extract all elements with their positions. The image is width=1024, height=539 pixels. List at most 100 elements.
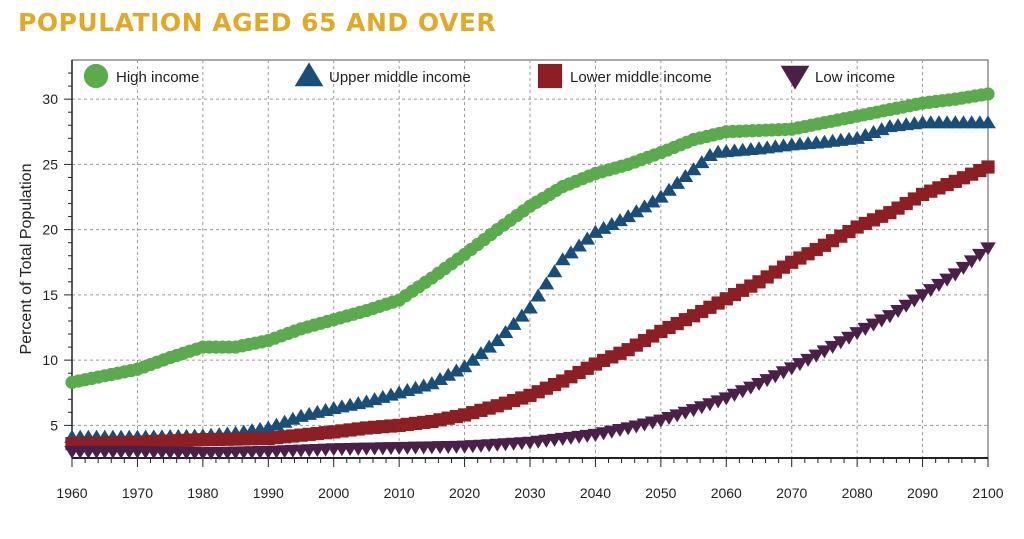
data-point: [759, 374, 775, 388]
data-point: [832, 336, 849, 350]
data-point: [783, 362, 800, 376]
data-point: [980, 115, 996, 129]
data-point: [718, 392, 735, 406]
legend-item: Upper middle income: [294, 62, 471, 87]
data-point: [677, 169, 694, 183]
y-tick-label: 15: [42, 287, 58, 303]
data-point: [972, 248, 988, 262]
data-point: [857, 322, 874, 336]
x-tick-label: 2010: [384, 485, 415, 501]
data-point: [702, 398, 718, 412]
data-point: [734, 385, 751, 399]
data-point: [947, 268, 964, 282]
x-tick-label: 2030: [514, 485, 545, 501]
data-point: [497, 324, 514, 338]
data-point: [882, 310, 898, 324]
data-point: [685, 162, 702, 176]
data-point: [685, 404, 702, 418]
data-point: [481, 339, 497, 353]
data-point: [628, 204, 645, 218]
data-point: [432, 371, 448, 385]
data-point: [554, 252, 571, 266]
data-point: [669, 175, 686, 189]
y-tick-label: 20: [42, 222, 58, 238]
data-point: [981, 160, 995, 174]
x-tick-label: 1970: [122, 485, 153, 501]
data-point: [653, 189, 669, 203]
data-point: [456, 359, 473, 373]
data-point: [505, 316, 522, 330]
data-point: [743, 381, 759, 395]
y-tick-label: 10: [42, 352, 58, 368]
data-point: [489, 333, 506, 347]
data-point: [522, 300, 538, 314]
data-point: [914, 289, 931, 303]
data-point: [922, 284, 939, 298]
data-point: [620, 209, 636, 223]
y-tick-label: 5: [50, 417, 58, 433]
y-tick-label: 25: [42, 156, 58, 172]
x-tick-label: 2100: [972, 485, 1003, 501]
legend-item: Lower middle income: [537, 63, 712, 89]
data-point: [612, 213, 628, 227]
data-point: [636, 199, 653, 213]
data-point: [514, 308, 530, 322]
data-point: [800, 353, 816, 367]
series-3: [64, 242, 996, 461]
legend-item: High income: [83, 63, 199, 89]
series-2: [65, 160, 995, 451]
x-tick-label: 2080: [842, 485, 873, 501]
data-point: [563, 245, 579, 259]
data-point: [963, 255, 980, 269]
legend-marker: [294, 62, 324, 87]
data-point: [644, 194, 661, 208]
data-point: [939, 273, 955, 287]
legend-marker: [780, 65, 810, 90]
legend-marker: [537, 63, 563, 89]
data-point: [865, 318, 882, 332]
y-axis-label: Percent of Total Population: [18, 164, 35, 355]
y-tick-label: 30: [42, 91, 58, 107]
data-point: [775, 366, 792, 380]
data-point: [841, 331, 857, 345]
data-point: [726, 388, 743, 402]
data-point: [931, 278, 947, 292]
data-point: [824, 340, 841, 354]
data-point: [587, 224, 604, 238]
data-point: [873, 314, 890, 328]
legend-label: Lower middle income: [570, 69, 712, 86]
legend-label: High income: [116, 69, 199, 86]
data-point: [473, 346, 489, 360]
x-tick-label: 2040: [580, 485, 611, 501]
chart-title: POPULATION AGED 65 AND OVER: [18, 8, 497, 37]
x-tick-label: 2070: [776, 485, 807, 501]
data-point: [448, 363, 465, 377]
data-point: [424, 376, 440, 390]
data-point: [890, 304, 906, 318]
data-point: [906, 294, 923, 308]
data-point: [981, 87, 995, 101]
x-tick-label: 2090: [907, 485, 938, 501]
legend-item: Low income: [780, 65, 895, 90]
x-tick-label: 2060: [711, 485, 742, 501]
data-point: [816, 345, 833, 359]
data-point: [808, 349, 825, 363]
data-point: [955, 261, 972, 275]
x-tick-label: 1960: [56, 485, 87, 501]
data-point: [546, 264, 563, 278]
x-tick-label: 2050: [645, 485, 676, 501]
data-point: [571, 238, 587, 252]
data-point: [595, 220, 612, 234]
data-point: [693, 155, 710, 169]
data-point: [440, 367, 457, 381]
data-point: [792, 358, 808, 372]
data-point: [751, 378, 767, 392]
data-point: [898, 299, 915, 313]
data-point: [464, 352, 481, 366]
data-point: [693, 401, 710, 415]
legend-label: Low income: [815, 69, 895, 86]
legend-label: Upper middle income: [329, 69, 471, 86]
data-point: [710, 395, 726, 409]
series-0: [65, 87, 995, 389]
